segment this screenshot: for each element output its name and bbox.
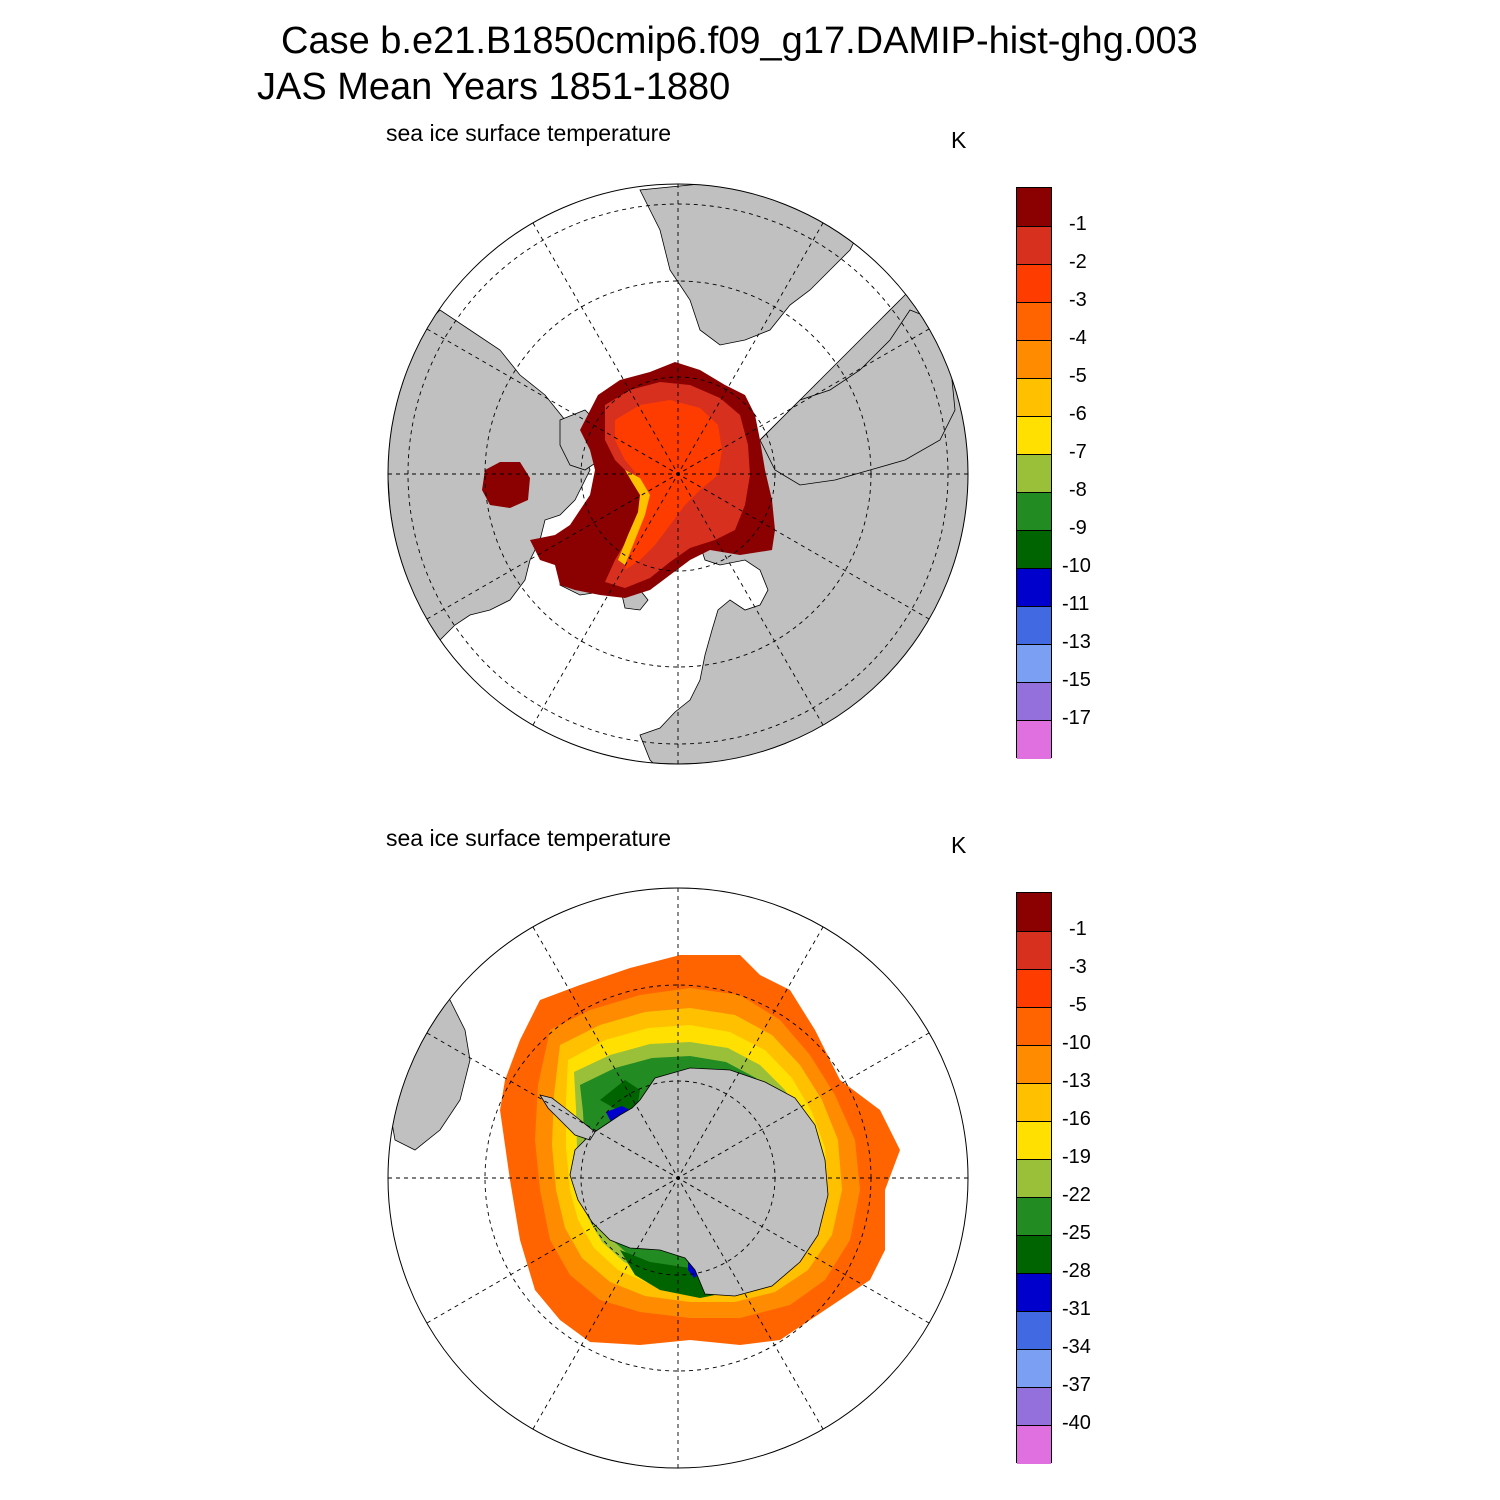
north-colorbar-box [1017,530,1051,569]
north-colorbar-tick-label: -1 [1069,213,1087,235]
north-colorbar-tick-label: -11 [1062,593,1090,615]
north-unit-label: K [951,127,967,153]
south-colorbar-box [1017,1159,1051,1198]
figure-title-case: Case b.e21.B1850cmip6.f09_g17.DAMIP-hist… [281,20,1198,62]
south-colorbar-tick-label: -40 [1062,1412,1091,1434]
south-colorbar-tick-label: -5 [1069,994,1087,1016]
south-colorbar-tick-label: -25 [1062,1222,1091,1244]
south-colorbar-tick-label: -16 [1062,1108,1091,1130]
south-colorbar-tick-label: -28 [1062,1260,1091,1282]
south-panel-label: sea ice surface temperature [386,825,672,851]
north-colorbar-box [1017,644,1051,683]
north-colorbar-box [1017,226,1051,265]
north-colorbar-tick-label: -7 [1069,441,1087,463]
south-colorbar-tick-label: -19 [1062,1146,1091,1168]
north-colorbar-box [1017,302,1051,341]
north-colorbar-tick-label: -2 [1069,251,1087,273]
north-colorbar-tick-label: -15 [1062,669,1091,691]
north-colorbar-box [1017,416,1051,455]
north-colorbar-box [1017,340,1051,379]
north-colorbar-box [1017,454,1051,493]
north-colorbar-tick-label: -8 [1069,479,1087,501]
south-map-border [387,887,969,1469]
south-colorbar-box [1017,1007,1051,1046]
south-colorbar-box [1017,1311,1051,1350]
south-colorbar-box [1017,1349,1051,1388]
south-antarctica-land [569,1067,829,1297]
south-colorbar-tick-label: -37 [1062,1374,1091,1396]
south-colorbar-tick-label: -10 [1062,1032,1091,1054]
north-colorbar-tick-label: -17 [1062,707,1091,729]
south-colorbar-box [1017,1045,1051,1084]
north-colorbar-tick-label: -3 [1069,289,1087,311]
south-colorbar-box [1017,893,1051,931]
north-colorbar-tick-label: -10 [1062,555,1091,577]
south-graticule [388,888,968,1468]
north-colorbar-box [1017,720,1051,759]
south-colorbar-tick-label: -34 [1062,1336,1091,1358]
north-colorbar-box [1017,606,1051,645]
north-colorbar-box [1017,682,1051,721]
south-unit-label: K [951,832,967,858]
south-colorbar-box [1017,1197,1051,1236]
south-colorbar-tick-label: -3 [1069,956,1087,978]
north-ice-hudson [482,462,530,508]
north-colorbar-box [1017,378,1051,417]
north-colorbar-tick-label: -5 [1069,365,1087,387]
south-colorbar-tick-label: -13 [1062,1070,1091,1092]
north-colorbar [1016,187,1052,759]
south-colorbar-box [1017,1235,1051,1274]
south-colorbar-box [1017,1121,1051,1160]
north-colorbar-box [1017,492,1051,531]
south-colorbar-box [1017,1387,1051,1426]
north-colorbar-box [1017,568,1051,607]
south-colorbar-tick-label: -22 [1062,1184,1091,1206]
figure-title-period: JAS Mean Years 1851-1880 [257,66,731,108]
south-colorbar-box [1017,969,1051,1008]
north-map-border [387,183,969,765]
south-colorbar-tick-label: -31 [1062,1298,1091,1320]
south-colorbar [1016,892,1052,1464]
south-colorbar-box [1017,1083,1051,1122]
north-colorbar-tick-label: -4 [1069,327,1087,349]
north-colorbar-tick-label: -13 [1062,631,1091,653]
north-colorbar-tick-label: -6 [1069,403,1087,425]
north-colorbar-tick-label: -9 [1069,517,1087,539]
north-ice-core [615,400,722,570]
south-colorbar-box [1017,1273,1051,1312]
north-colorbar-box [1017,264,1051,303]
south-colorbar-box [1017,1425,1051,1464]
north-ice-edge [618,470,650,565]
south-polar-map [388,888,968,1468]
north-graticule [388,184,968,764]
south-colorbar-box [1017,931,1051,970]
north-colorbar-box [1017,188,1051,226]
north-polar-map [388,184,968,764]
south-colorbar-tick-label: -1 [1069,918,1087,940]
north-panel-label: sea ice surface temperature [386,120,672,146]
